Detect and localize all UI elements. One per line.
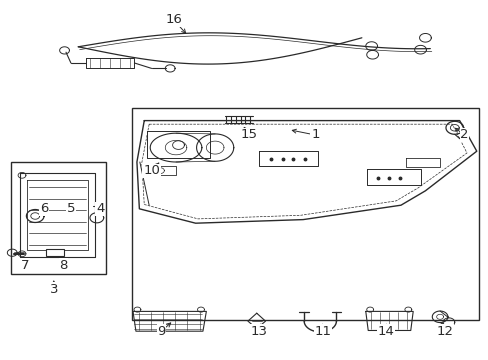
Text: 16: 16 (165, 13, 182, 26)
Bar (11, 162, 106, 274)
Text: 8: 8 (59, 259, 68, 272)
Text: 6: 6 (40, 202, 48, 215)
Text: 4: 4 (96, 202, 104, 215)
Bar (46, 249, 63, 256)
Text: 12: 12 (436, 325, 452, 338)
Text: 3: 3 (49, 283, 58, 296)
Text: 11: 11 (314, 325, 330, 338)
Text: 1: 1 (310, 129, 319, 141)
Text: 9: 9 (157, 325, 165, 338)
Text: 10: 10 (143, 165, 160, 177)
Text: 15: 15 (241, 129, 257, 141)
Bar (132, 108, 478, 320)
Text: 7: 7 (21, 259, 30, 272)
Text: 14: 14 (377, 325, 394, 338)
Text: 13: 13 (250, 325, 267, 338)
Text: 2: 2 (459, 129, 468, 141)
Text: 5: 5 (66, 202, 75, 215)
